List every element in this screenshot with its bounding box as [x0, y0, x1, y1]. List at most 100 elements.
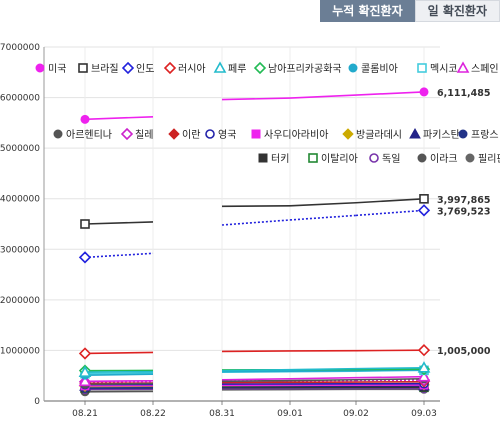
series-미국: [80, 87, 429, 124]
series-segment: [84, 370, 154, 373]
view-tabs: 누적 확진환자 일 확진환자: [320, 0, 500, 22]
data-point: [78, 251, 92, 264]
legend-item[interactable]: 이란: [168, 128, 200, 141]
legend-item[interactable]: 파키스탄: [409, 127, 460, 141]
series-브라질: [80, 194, 429, 229]
legend-item[interactable]: 터키: [258, 153, 289, 165]
series-segment: [355, 91, 425, 96]
legend-marker: [458, 129, 468, 139]
legend-label: 스페인: [471, 63, 499, 75]
series-스페인: [78, 370, 431, 387]
data-point: [80, 219, 90, 229]
legend-label: 브라질: [91, 63, 119, 75]
legend-marker: [253, 61, 267, 75]
legend-label: 칠레: [135, 129, 153, 141]
legend-label: 필리핀: [478, 153, 500, 165]
series-segment: [355, 379, 425, 382]
legend-item[interactable]: 방글라데시: [342, 128, 402, 141]
data-point: [78, 374, 92, 387]
legend-label: 독일: [382, 153, 400, 165]
legend-marker: [409, 127, 421, 139]
y-tick-label: 6000000: [0, 94, 40, 104]
legend-item[interactable]: 콜롬비아: [348, 63, 398, 75]
series-segment: [221, 368, 291, 372]
legend-label: 페루: [228, 63, 246, 75]
series-segment: [289, 376, 357, 380]
legend-item[interactable]: 독일: [369, 153, 400, 165]
legend-item[interactable]: 브라질: [78, 63, 119, 75]
legend-item[interactable]: 인도: [121, 61, 154, 75]
data-point: [417, 370, 431, 382]
legend-label: 방글라데시: [356, 129, 402, 141]
y-tick-label: 4000000: [0, 195, 40, 205]
legend-item[interactable]: 이탈리아: [308, 152, 358, 165]
series-segment: [355, 209, 425, 217]
legend-item[interactable]: 필리핀: [465, 153, 500, 165]
y-tick-label: 2000000: [0, 296, 40, 306]
legend-item[interactable]: 프랑스: [458, 129, 499, 141]
data-point: [78, 347, 92, 360]
legend-label: 멕시코: [430, 63, 458, 75]
y-tick-label: 3000000: [0, 245, 40, 255]
legend-label: 미국: [48, 63, 66, 75]
legend-label: 인도: [136, 63, 154, 75]
legend-marker: [121, 61, 135, 75]
legend-label: 이란: [182, 129, 200, 141]
series-segment: [84, 115, 154, 121]
legend-item[interactable]: 영국: [205, 129, 236, 141]
series-인도: [78, 204, 431, 264]
series-segment: [84, 351, 154, 355]
y-tick-label: 7000000: [0, 43, 40, 53]
legend-marker: [163, 61, 177, 75]
series-segment: [289, 378, 357, 382]
y-tick-label: 5000000: [0, 144, 40, 154]
legend-item[interactable]: 스페인: [456, 61, 499, 75]
legend-marker: [465, 153, 475, 163]
legend-item[interactable]: 멕시코: [417, 63, 458, 75]
series-segment: [84, 382, 154, 386]
series-segment: [221, 204, 291, 208]
series-segment: [221, 97, 291, 101]
legend-label: 러시아: [178, 63, 206, 75]
series-segment: [221, 219, 291, 226]
series-segment: [84, 372, 154, 375]
legend-marker: [35, 63, 45, 73]
series-segment: [355, 366, 425, 370]
series-segment: [84, 387, 154, 390]
tab-daily-cases[interactable]: 일 확진환자: [414, 0, 500, 22]
legend-marker: [251, 129, 261, 139]
data-point: [80, 114, 90, 124]
legend-item[interactable]: 사우디아라비아: [251, 129, 328, 141]
tab-cumulative-cases[interactable]: 누적 확진환자: [320, 0, 415, 22]
legend-marker: [456, 61, 470, 73]
legend-marker: [417, 153, 427, 163]
legend-item[interactable]: 러시아: [163, 61, 206, 75]
series-segment: [289, 369, 357, 372]
series-segment: [84, 252, 154, 259]
series-segment: [289, 94, 357, 99]
legend-item[interactable]: 페루: [213, 61, 246, 75]
series-segment: [84, 221, 154, 225]
value-label: 1,005,000: [437, 346, 491, 357]
legend-item[interactable]: 이라크: [417, 153, 458, 165]
legend-label: 터키: [271, 153, 289, 165]
series-segment: [84, 379, 154, 383]
series-segment: [84, 373, 154, 377]
legend-marker: [342, 128, 354, 140]
legend-item[interactable]: 칠레: [120, 127, 153, 141]
series-segment: [355, 369, 425, 372]
series-segment: [289, 201, 357, 207]
legend-marker: [213, 61, 227, 73]
legend-marker: [168, 128, 180, 140]
data-point: [419, 87, 429, 97]
legend-item[interactable]: 아르헨티나: [53, 129, 112, 141]
legend-label: 이라크: [430, 153, 458, 165]
legend-item[interactable]: 미국: [35, 63, 66, 75]
legend-item[interactable]: 남아프리카공화국: [253, 61, 342, 75]
legend-label: 프랑스: [471, 129, 499, 141]
data-point: [417, 204, 431, 217]
